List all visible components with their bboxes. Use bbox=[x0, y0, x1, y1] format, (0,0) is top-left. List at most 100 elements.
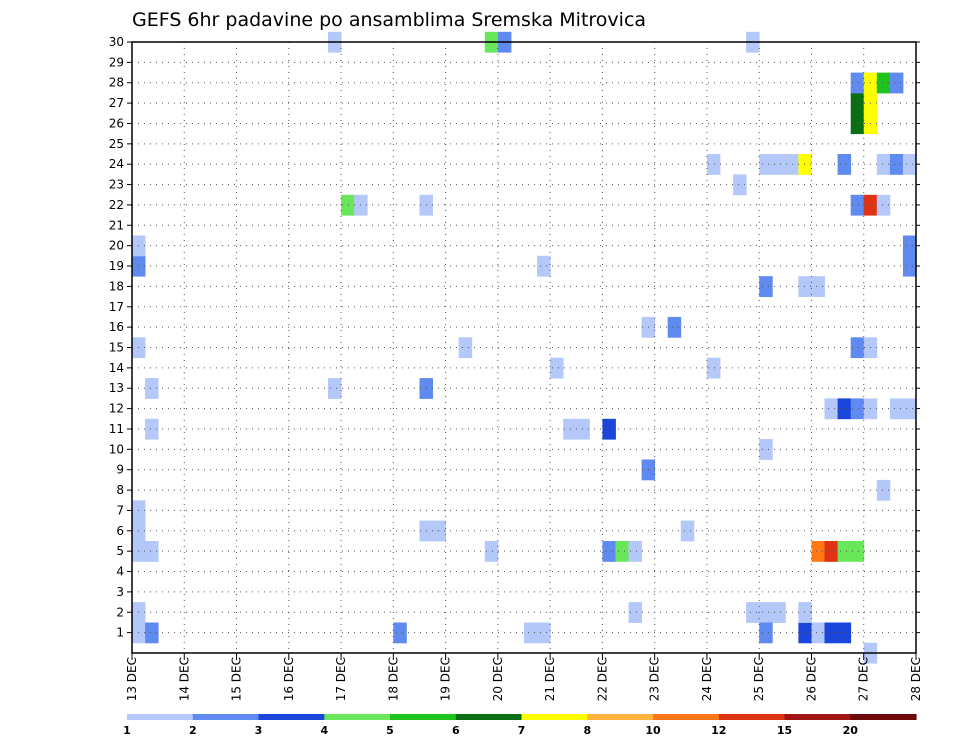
x-tick-label: 15 DEC bbox=[230, 657, 244, 701]
heatmap-cell bbox=[902, 398, 917, 420]
colorbar-segment bbox=[718, 714, 786, 720]
y-tick-label: 20 bbox=[109, 239, 124, 253]
colorbar-label: 12 bbox=[711, 724, 726, 737]
heatmap-cell bbox=[798, 622, 812, 644]
y-tick-label: 1 bbox=[116, 626, 124, 640]
heatmap-cell bbox=[798, 154, 812, 175]
x-tick-label: 18 DEC bbox=[386, 657, 400, 701]
colorbar-segment bbox=[192, 714, 260, 720]
heatmap-cell bbox=[798, 276, 812, 297]
heatmap-cell bbox=[537, 255, 551, 277]
heatmap-cell bbox=[798, 602, 812, 623]
heatmap-cell bbox=[889, 154, 904, 175]
y-tick-label: 27 bbox=[109, 96, 124, 110]
heatmap-cell bbox=[759, 602, 773, 623]
heatmap-cell bbox=[628, 541, 642, 562]
colorbar-segment bbox=[653, 714, 720, 720]
colorbar-segment bbox=[127, 714, 194, 720]
heatmap-cell bbox=[837, 398, 852, 420]
y-tick-label: 11 bbox=[109, 422, 124, 436]
y-tick-label: 26 bbox=[109, 116, 124, 130]
heatmap-cell bbox=[145, 622, 159, 644]
heatmap-cell bbox=[328, 378, 342, 399]
heatmap-cell bbox=[550, 357, 564, 379]
heatmap-cell bbox=[341, 194, 355, 216]
heatmap-cell bbox=[837, 154, 852, 175]
colorbar-label: 10 bbox=[645, 724, 661, 737]
heatmap-cell bbox=[706, 154, 721, 175]
y-tick-label: 2 bbox=[116, 605, 124, 619]
heatmap-cell bbox=[772, 602, 786, 623]
colorbar-label: 7 bbox=[518, 724, 526, 737]
chart-title: GEFS 6hr padavine po ansamblima Sremska … bbox=[132, 9, 646, 31]
colorbar-label: 2 bbox=[189, 724, 197, 737]
heatmap-cell bbox=[850, 92, 865, 114]
x-tick-label: 20 DEC bbox=[491, 657, 505, 701]
colorbar-label: 8 bbox=[583, 724, 591, 737]
x-tick-label: 14 DEC bbox=[177, 657, 191, 701]
heatmap-cell bbox=[667, 316, 682, 338]
colorbar-label: 4 bbox=[320, 724, 328, 737]
y-tick-label: 21 bbox=[109, 218, 124, 232]
y-tick-label: 9 bbox=[116, 463, 124, 477]
grid-lines bbox=[132, 42, 916, 653]
heatmap-cell bbox=[902, 255, 917, 277]
colorbar-segment bbox=[390, 714, 457, 720]
heatmap-cell bbox=[628, 602, 642, 623]
y-tick-label: 19 bbox=[109, 259, 124, 273]
heatmap-cell bbox=[850, 72, 865, 94]
y-tick-label: 12 bbox=[109, 402, 124, 416]
x-tick-label: 25 DEC bbox=[752, 657, 766, 701]
heatmap-cell bbox=[759, 154, 773, 175]
colorbar-segment bbox=[784, 714, 851, 720]
heatmap-cell bbox=[432, 520, 446, 542]
axis-ticks: 1234567891011121314151617181920212223242… bbox=[109, 35, 923, 701]
heatmap-cell bbox=[889, 72, 904, 94]
x-tick-label: 24 DEC bbox=[700, 657, 714, 701]
plot-frame bbox=[131, 41, 917, 654]
heatmap-cell bbox=[746, 602, 760, 623]
heatmap-cell bbox=[850, 113, 865, 135]
y-tick-label: 7 bbox=[116, 503, 124, 517]
colorbar-segment bbox=[850, 714, 917, 720]
colorbar-label: 3 bbox=[255, 724, 263, 737]
heatmap-cell bbox=[850, 194, 865, 216]
heatmap-cell bbox=[876, 194, 891, 216]
x-tick-label: 16 DEC bbox=[282, 657, 296, 701]
heatmap-cell bbox=[850, 337, 865, 359]
y-tick-label: 18 bbox=[109, 279, 124, 293]
colorbar-label: 15 bbox=[777, 724, 792, 737]
y-tick-label: 5 bbox=[116, 544, 124, 558]
heatmap-cell bbox=[824, 398, 838, 420]
heatmap-cell bbox=[850, 541, 865, 562]
colorbar-segment bbox=[455, 714, 523, 720]
colorbar-label: 6 bbox=[452, 724, 460, 737]
y-tick-label: 15 bbox=[109, 341, 124, 355]
heatmap-cell bbox=[824, 622, 838, 644]
colorbar-label: 1 bbox=[123, 724, 131, 737]
x-tick-label: 19 DEC bbox=[439, 657, 453, 701]
heatmap-cell bbox=[876, 154, 891, 175]
colorbar: 1 2 3 4 5 6 7 8 10 12 15 20 bbox=[123, 714, 917, 737]
heatmap-cells bbox=[132, 31, 917, 664]
heatmap-cell bbox=[615, 541, 629, 562]
heatmap-cell bbox=[837, 541, 852, 562]
y-tick-label: 25 bbox=[109, 137, 124, 151]
heatmap-cell bbox=[680, 520, 695, 542]
heatmap-cell bbox=[811, 541, 825, 562]
y-tick-label: 28 bbox=[109, 76, 124, 90]
heatmap-cell bbox=[393, 622, 407, 644]
colorbar-label: 20 bbox=[843, 724, 859, 737]
heatmap-cell bbox=[824, 541, 838, 562]
colorbar-segment bbox=[521, 714, 588, 720]
heatmap-cell bbox=[837, 622, 852, 644]
colorbar-segment bbox=[587, 714, 654, 720]
x-tick-label: 26 DEC bbox=[804, 657, 818, 701]
heatmap-cell bbox=[524, 622, 538, 644]
y-tick-label: 23 bbox=[109, 178, 124, 192]
y-tick-label: 4 bbox=[116, 565, 124, 579]
heatmap-cell bbox=[811, 622, 825, 644]
heatmap-cell bbox=[706, 357, 721, 379]
